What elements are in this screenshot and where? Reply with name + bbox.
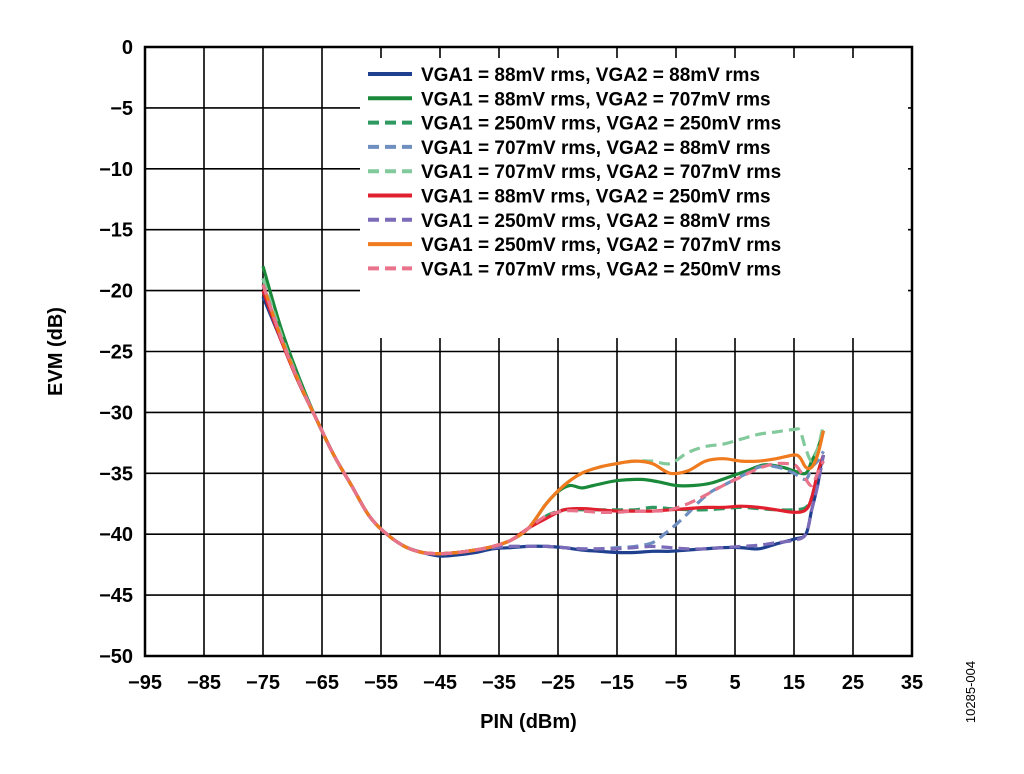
legend-entry-label: VGA1 = 250mV rms, VGA2 = 250mV rms — [421, 114, 781, 135]
y-tick-label: −35 — [99, 463, 133, 485]
legend: VGA1 = 88mV rms, VGA2 = 88mV rms VGA1 = 8… — [368, 65, 781, 280]
y-tick-label: 0 — [122, 37, 133, 59]
figure-id: 10285-004 — [963, 661, 978, 723]
series-line-9 — [261, 283, 825, 556]
series-lines — [261, 265, 826, 558]
legend-entry-label: VGA1 = 707mV rms, VGA2 = 707mV rms — [421, 162, 781, 183]
x-tick-label: −25 — [541, 672, 575, 694]
x-tick-label: 25 — [842, 672, 864, 694]
x-tick-label: −15 — [600, 672, 634, 694]
legend-entry-label: VGA1 = 88mV rms, VGA2 = 88mV rms — [421, 65, 760, 86]
legend-entry-label: VGA1 = 88mV rms, VGA2 = 707mV rms — [421, 89, 771, 110]
legend-entry-label: VGA1 = 250mV rms, VGA2 = 707mV rms — [421, 235, 781, 256]
x-tick-label: −95 — [128, 672, 162, 694]
y-tick-label: −10 — [99, 159, 133, 181]
x-tick-label: −55 — [364, 672, 398, 694]
y-tick-label: −30 — [99, 402, 133, 424]
x-axis-label: PIN (dBm) — [480, 711, 577, 733]
x-tick-label: 35 — [901, 672, 923, 694]
series-line-8 — [261, 283, 826, 556]
x-tick-label: −75 — [246, 672, 280, 694]
x-tick-label: −35 — [482, 672, 516, 694]
x-tick-label: −85 — [187, 672, 221, 694]
legend-entry-label: VGA1 = 707mV rms, VGA2 = 250mV rms — [421, 259, 781, 280]
y-tick-label: −25 — [99, 342, 133, 364]
y-axis-label: EVM (dB) — [45, 307, 67, 396]
legend-entry-label: VGA1 = 250mV rms, VGA2 = 88mV rms — [421, 211, 771, 232]
legend-entry-label: VGA1 = 88mV rms, VGA2 = 250mV rms — [421, 187, 771, 208]
plot-frame — [143, 45, 914, 658]
y-tick-labels: 0 −5 −10 −15 −20 −25 −30 −35 −40 −45 −50 — [99, 37, 133, 668]
y-tick-label: −50 — [99, 646, 133, 668]
y-tick-label: −40 — [99, 524, 133, 546]
x-tick-label: −5 — [665, 672, 688, 694]
legend-background — [360, 58, 908, 338]
x-tick-label: 15 — [783, 672, 805, 694]
x-tick-label: 5 — [729, 672, 740, 694]
x-tick-labels: −95 −85 −75 −65 −55 −45 −35 −25 −15 −5 5 15 25 35 — [128, 672, 923, 694]
legend-entry-label: VGA1 = 707mV rms, VGA2 = 88mV rms — [421, 138, 771, 159]
y-tick-label: −45 — [99, 585, 133, 607]
x-tick-label: −45 — [423, 672, 457, 694]
y-tick-label: −20 — [99, 281, 133, 303]
y-tick-label: −15 — [99, 220, 133, 242]
y-tick-label: −5 — [110, 98, 133, 120]
x-tick-label: −65 — [305, 672, 339, 694]
